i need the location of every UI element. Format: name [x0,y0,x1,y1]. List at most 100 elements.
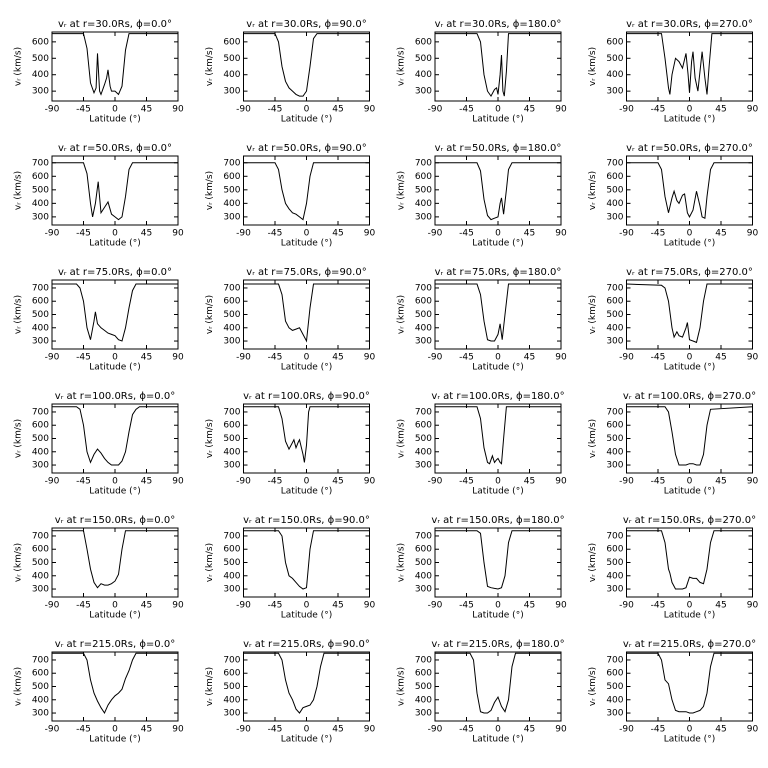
panel-title: vᵣ at r=215.0Rs, ϕ=270.0° [623,639,756,650]
x-tick-label: -45 [76,353,91,363]
y-tick-label: 500 [606,185,623,195]
y-axis-label: vᵣ (km/s) [588,419,598,458]
x-tick-label: 90 [172,105,184,115]
y-tick-label: 500 [606,310,623,320]
x-tick-label: 90 [364,601,376,611]
y-tick-label: 700 [415,655,432,665]
x-tick-label: 45 [141,601,152,611]
y-tick-label: 700 [223,407,240,417]
x-tick-label: -90 [45,725,60,735]
x-axis-label: Latitude (°) [281,611,332,621]
y-tick-label: 400 [223,571,240,581]
x-tick-label: -90 [428,477,443,487]
y-tick-label: 500 [415,682,432,692]
y-tick-label: 300 [606,585,623,595]
panel-title: vᵣ at r=75.0Rs, ϕ=90.0° [246,267,366,278]
y-tick-label: 400 [32,199,49,209]
x-tick-label: 0 [304,601,310,611]
data-line [626,652,753,714]
x-tick-label: 45 [524,353,535,363]
y-tick-label: 300 [606,709,623,719]
y-tick-label: 600 [415,172,432,182]
plot-frame [626,403,753,474]
x-tick-label: 0 [687,353,693,363]
panel-title: vᵣ at r=30.0Rs, ϕ=0.0° [58,19,172,30]
y-tick-label: 600 [223,669,240,679]
panel: vᵣ at r=75.0Rs, ϕ=0.0° -90 -45 0 45 90 300 400 5… [14,267,184,373]
y-axis-label: vᵣ (km/s) [14,543,24,582]
y-axis-label: vᵣ (km/s) [588,47,598,86]
y-tick-label: 400 [223,447,240,457]
x-tick-label: 0 [112,105,118,115]
panel-title: vᵣ at r=50.0Rs, ϕ=180.0° [435,143,562,154]
y-axis-label: vᵣ (km/s) [588,543,598,582]
y-tick-label: 700 [415,283,432,293]
plot-frame [434,651,562,722]
plot-frame [51,279,179,350]
x-tick-label: 45 [332,229,343,239]
x-tick-label: 45 [524,477,535,487]
x-tick-label: 90 [747,105,759,115]
panel: vᵣ at r=150.0Rs, ϕ=180.0° -90 -45 0 45 90 300 4… [397,515,567,621]
x-tick-label: 45 [141,353,152,363]
x-tick-label: -45 [76,601,91,611]
data-line [52,406,178,466]
y-tick-label: 600 [223,297,240,307]
x-tick-label: 90 [747,477,759,487]
data-line [626,530,753,590]
x-axis-label: Latitude (°) [472,611,523,621]
x-tick-label: 90 [555,601,567,611]
x-axis-label: Latitude (°) [89,363,140,373]
x-axis-label: Latitude (°) [664,735,715,745]
y-tick-label: 400 [32,70,49,80]
panel: vᵣ at r=30.0Rs, ϕ=270.0° -90 -45 0 45 90 300 40… [588,19,758,125]
y-tick-label: 700 [32,407,49,417]
y-axis-label: vᵣ (km/s) [205,171,215,210]
y-axis-label: vᵣ (km/s) [588,667,598,706]
y-tick-label: 300 [606,212,623,222]
y-tick-label: 400 [606,70,623,80]
panel-title: vᵣ at r=30.0Rs, ϕ=90.0° [246,19,366,30]
y-tick-label: 500 [223,310,240,320]
data-line [435,652,561,714]
x-tick-label: -90 [236,353,251,363]
panel: vᵣ at r=150.0Rs, ϕ=270.0° -90 -45 0 45 90 300 4… [588,515,758,621]
y-tick-label: 500 [415,434,432,444]
x-tick-label: -45 [268,725,283,735]
y-tick-label: 500 [606,682,623,692]
x-tick-label: -90 [619,229,634,239]
x-tick-label: 90 [172,229,184,239]
y-tick-label: 300 [415,337,432,347]
x-tick-label: -45 [76,229,91,239]
y-tick-label: 700 [606,158,623,168]
x-axis-label: Latitude (°) [281,115,332,125]
x-tick-label: -90 [45,477,60,487]
panel-title: vᵣ at r=215.0Rs, ϕ=0.0° [55,639,175,650]
panel-title: vᵣ at r=100.0Rs, ϕ=0.0° [55,391,175,402]
panel: vᵣ at r=50.0Rs, ϕ=180.0° -90 -45 0 45 90 300 40… [397,143,567,249]
x-tick-label: 90 [747,229,759,239]
x-tick-label: -45 [459,353,474,363]
panel: vᵣ at r=30.0Rs, ϕ=180.0° -90 -45 0 45 90 300 40… [397,19,567,125]
y-axis-label: vᵣ (km/s) [397,543,407,582]
x-axis-label: Latitude (°) [664,115,715,125]
plot-frame [51,527,179,598]
x-tick-label: -45 [651,229,666,239]
plot-frame [434,279,562,350]
y-axis-label: vᵣ (km/s) [205,667,215,706]
y-tick-label: 500 [223,54,240,64]
x-tick-label: -90 [45,105,60,115]
data-line [435,283,561,342]
x-tick-label: -90 [428,105,443,115]
x-tick-label: 45 [332,477,343,487]
y-axis-label: vᵣ (km/s) [14,295,24,334]
x-tick-label: 0 [495,105,501,115]
y-tick-label: 300 [223,212,240,222]
x-tick-label: 0 [687,229,693,239]
x-tick-label: -45 [651,105,666,115]
y-tick-label: 400 [223,70,240,80]
y-tick-label: 300 [223,87,240,97]
panel: vᵣ at r=50.0Rs, ϕ=90.0° -90 -45 0 45 90 300 400… [205,143,375,249]
data-line [243,530,370,590]
x-tick-label: -45 [268,601,283,611]
